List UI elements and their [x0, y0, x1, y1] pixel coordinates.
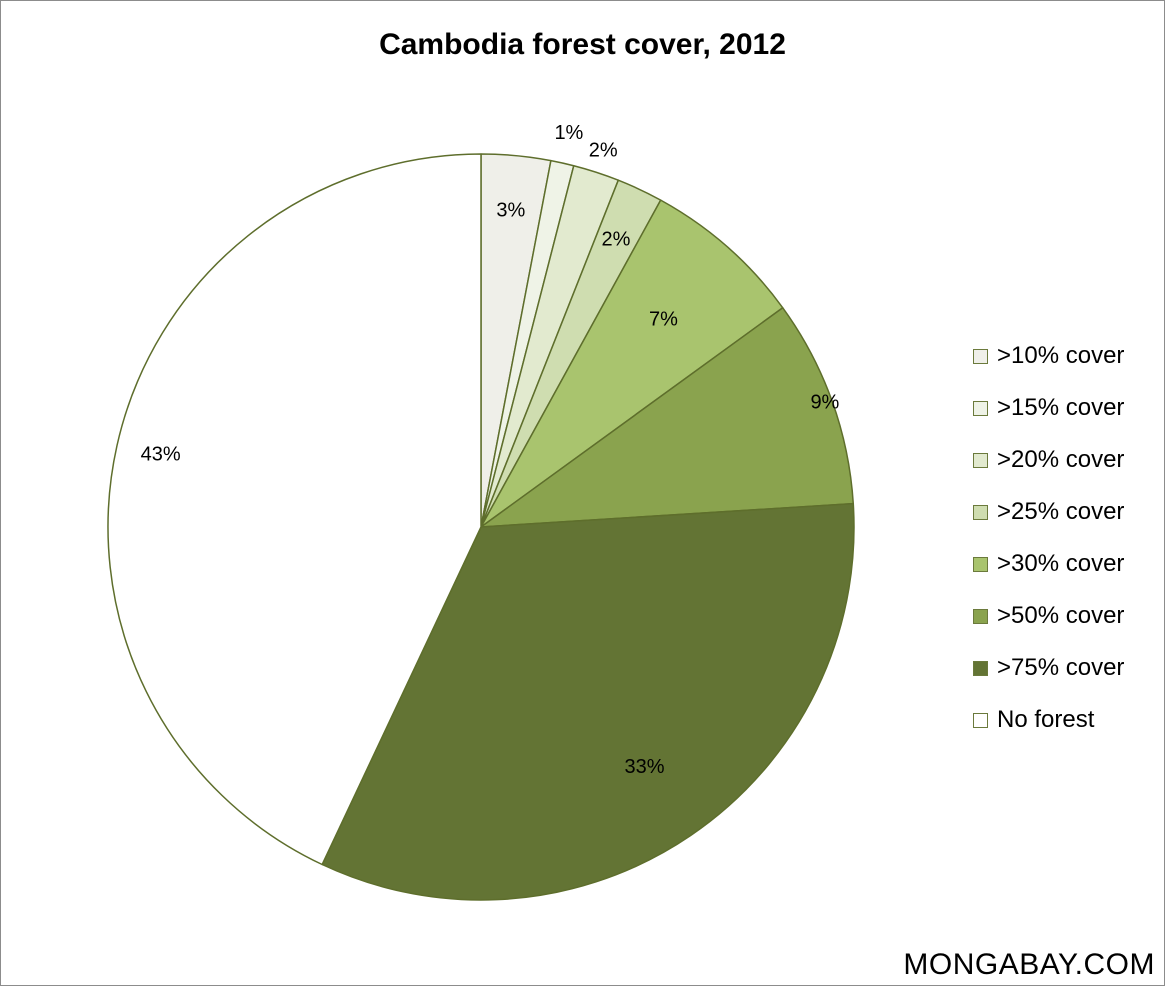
legend-swatch [973, 556, 988, 572]
legend-swatch [973, 504, 988, 520]
pie-data-label-5: 7% [649, 308, 678, 330]
watermark: MONGABAY.COM [903, 948, 1155, 981]
chart-legend: >10% cover >15% cover >20% cover >25% cover… [973, 330, 1124, 746]
legend-swatch [973, 452, 988, 468]
pie-slice-8 [107, 153, 482, 866]
pie-slice-6 [480, 307, 855, 528]
legend-item: >50% cover [973, 590, 1124, 642]
pie-slices [107, 153, 855, 901]
legend-label: >10% cover [997, 342, 1125, 369]
legend-swatch [973, 712, 988, 728]
legend-label: >20% cover [997, 446, 1125, 473]
pie-data-label-3: 2% [589, 139, 618, 161]
legend-item: >75% cover [973, 642, 1124, 694]
legend-label: >25% cover [997, 498, 1125, 525]
legend-label: >15% cover [997, 394, 1125, 421]
pie-data-label-8: 43% [141, 444, 181, 466]
legend-item: >25% cover [973, 486, 1124, 538]
pie-data-label-4: 2% [602, 228, 631, 250]
legend-swatch [973, 608, 988, 624]
legend-item: No forest [973, 694, 1124, 746]
pie-data-label-7: 33% [624, 756, 664, 778]
legend-item: >20% cover [973, 434, 1124, 486]
legend-label: >30% cover [997, 550, 1125, 577]
legend-label: >50% cover [997, 602, 1125, 629]
pie-data-label-6: 9% [810, 391, 839, 413]
pie-data-labels: 3% 1% 2% 2% 7% 9% 33% 43% [141, 122, 840, 778]
chart-title: Cambodia forest cover, 2012 [379, 28, 786, 61]
pie-slice-5 [480, 199, 784, 528]
legend-swatch [973, 400, 988, 416]
legend-label: >75% cover [997, 654, 1125, 681]
pie-slice-7 [321, 502, 855, 901]
legend-label: No forest [997, 706, 1095, 733]
legend-item: >15% cover [973, 382, 1124, 434]
pie-data-label-1: 3% [496, 200, 525, 222]
pie-data-label-2: 1% [554, 122, 583, 144]
legend-item: >10% cover [973, 330, 1124, 382]
legend-swatch [973, 660, 988, 676]
legend-swatch [973, 348, 988, 364]
legend-item: >30% cover [973, 538, 1124, 590]
